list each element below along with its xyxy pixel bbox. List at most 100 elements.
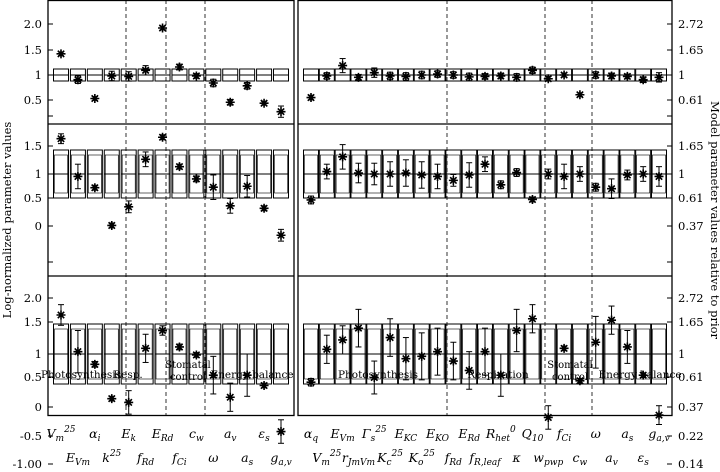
right-estimate-point — [543, 74, 553, 84]
left-prior-inner — [257, 154, 271, 194]
left-prior-inner — [189, 328, 204, 380]
y-tick-label-left: 2.0 — [24, 17, 42, 31]
left-estimate-point — [73, 75, 83, 85]
right-estimate-point — [353, 168, 363, 178]
left-estimate-point — [208, 78, 218, 88]
x-tick-label: cw — [189, 426, 204, 444]
y-tick-label-left: 2.0 — [24, 291, 42, 305]
x-tick-label: fCi — [556, 426, 572, 444]
left-prior-inner — [274, 328, 288, 380]
right-estimate-point — [417, 70, 427, 80]
left-estimate-point — [90, 183, 100, 193]
y-tick-label-right: 0.37 — [678, 400, 704, 414]
right-estimate-point — [464, 72, 474, 82]
left-estimate-point — [107, 71, 117, 81]
x-tick-label: εs — [638, 450, 650, 468]
right-estimate-point — [448, 356, 458, 366]
right-prior-inner — [620, 154, 635, 194]
left-estimate-point — [73, 347, 83, 357]
group-label: control — [170, 372, 206, 383]
right-estimate-point — [559, 70, 569, 80]
y-tick-label-right: 2.72 — [678, 291, 704, 305]
right-prior-inner — [478, 154, 492, 194]
left-estimate-point — [158, 23, 168, 33]
group-label: Energy balance — [210, 369, 293, 381]
x-tick-label: k25 — [102, 449, 121, 465]
group-label: Photosynthesis — [41, 369, 121, 381]
x-tick-label: εs — [258, 426, 270, 444]
left-estimate-point — [174, 162, 184, 172]
right-estimate-point — [496, 180, 506, 190]
left-estimate-point — [124, 71, 134, 81]
right-prior-inner — [509, 154, 524, 194]
right-estimate-point — [385, 71, 395, 81]
left-estimate-point — [56, 134, 66, 144]
left-estimate-point — [141, 154, 151, 164]
right-prior-inner — [557, 154, 571, 194]
right-prior-inner — [652, 328, 666, 380]
right-estimate-point — [527, 194, 537, 204]
right-estimate-point — [480, 159, 490, 169]
y-tick-label-right: 0.61 — [678, 93, 704, 107]
left-estimate-point — [208, 370, 218, 380]
right-estimate-point — [353, 72, 363, 82]
y-tick-label-right: 1.65 — [678, 315, 704, 329]
x-tick-label: Kc25 — [376, 449, 403, 468]
left-prior-inner — [257, 328, 271, 380]
right-estimate-point — [607, 71, 617, 81]
x-tick-label: Γs25 — [361, 425, 387, 444]
x-tick-label: EVm — [330, 426, 355, 444]
left-estimate-point — [225, 392, 235, 402]
left-estimate-point — [158, 326, 168, 335]
right-estimate-point — [591, 182, 601, 192]
right-estimate-point — [448, 175, 458, 185]
x-tick-label: αq — [304, 426, 318, 444]
left-estimate-point — [107, 394, 117, 404]
right-prior-inner — [636, 154, 650, 194]
right-estimate-point — [401, 71, 411, 81]
right-prior-inner — [525, 154, 540, 194]
x-tick-label: ω — [591, 426, 601, 441]
x-tick-label: Vm25 — [46, 425, 75, 444]
right-estimate-point — [654, 72, 664, 82]
x-tick-label: Ko25 — [408, 449, 435, 468]
right-estimate-point — [338, 152, 348, 162]
left-estimate-point — [259, 380, 269, 390]
right-estimate-point — [322, 71, 332, 81]
x-tick-label: ga,v — [648, 426, 669, 444]
left-estimate-point — [276, 427, 286, 437]
right-prior-inner — [351, 154, 366, 194]
left-prior-inner — [223, 328, 238, 380]
right-estimate-point — [654, 410, 664, 420]
right-prior-inner — [367, 154, 382, 194]
x-tick-label: cw — [573, 450, 588, 468]
left-estimate-point — [225, 201, 235, 211]
right-estimate-point — [638, 75, 648, 85]
group-label: Energy balance — [598, 369, 681, 381]
y-tick-label-right: 1.65 — [678, 43, 704, 57]
panel-frames — [47, 0, 673, 465]
right-prior-inner — [320, 154, 334, 194]
x-tick-label: ga,v — [270, 450, 291, 468]
y-tick-label-left: 1 — [35, 68, 42, 82]
x-tick-label: fRd — [136, 450, 154, 468]
left-estimate-point — [174, 342, 184, 352]
y-tick-label-left: 1 — [35, 347, 42, 361]
group-label: Photosynthesis — [338, 369, 418, 381]
right-estimate-point — [306, 93, 316, 103]
chart-marks — [53, 23, 667, 444]
left-estimate-point — [174, 62, 184, 72]
left-estimate-point — [242, 370, 252, 380]
left-prior-inner — [121, 328, 136, 380]
right-prior-inner — [462, 154, 476, 194]
right-estimate-point — [353, 323, 363, 333]
right-estimate-point — [575, 90, 585, 100]
right-estimate-point — [543, 169, 553, 179]
left-prior-inner — [189, 154, 204, 194]
y-tick-label-right: 0.37 — [678, 219, 704, 233]
left-prior-inner — [54, 328, 68, 380]
right-estimate-point — [496, 370, 506, 380]
left-estimate-point — [259, 203, 269, 213]
right-estimate-point — [338, 61, 348, 71]
right-estimate-point — [338, 335, 348, 345]
